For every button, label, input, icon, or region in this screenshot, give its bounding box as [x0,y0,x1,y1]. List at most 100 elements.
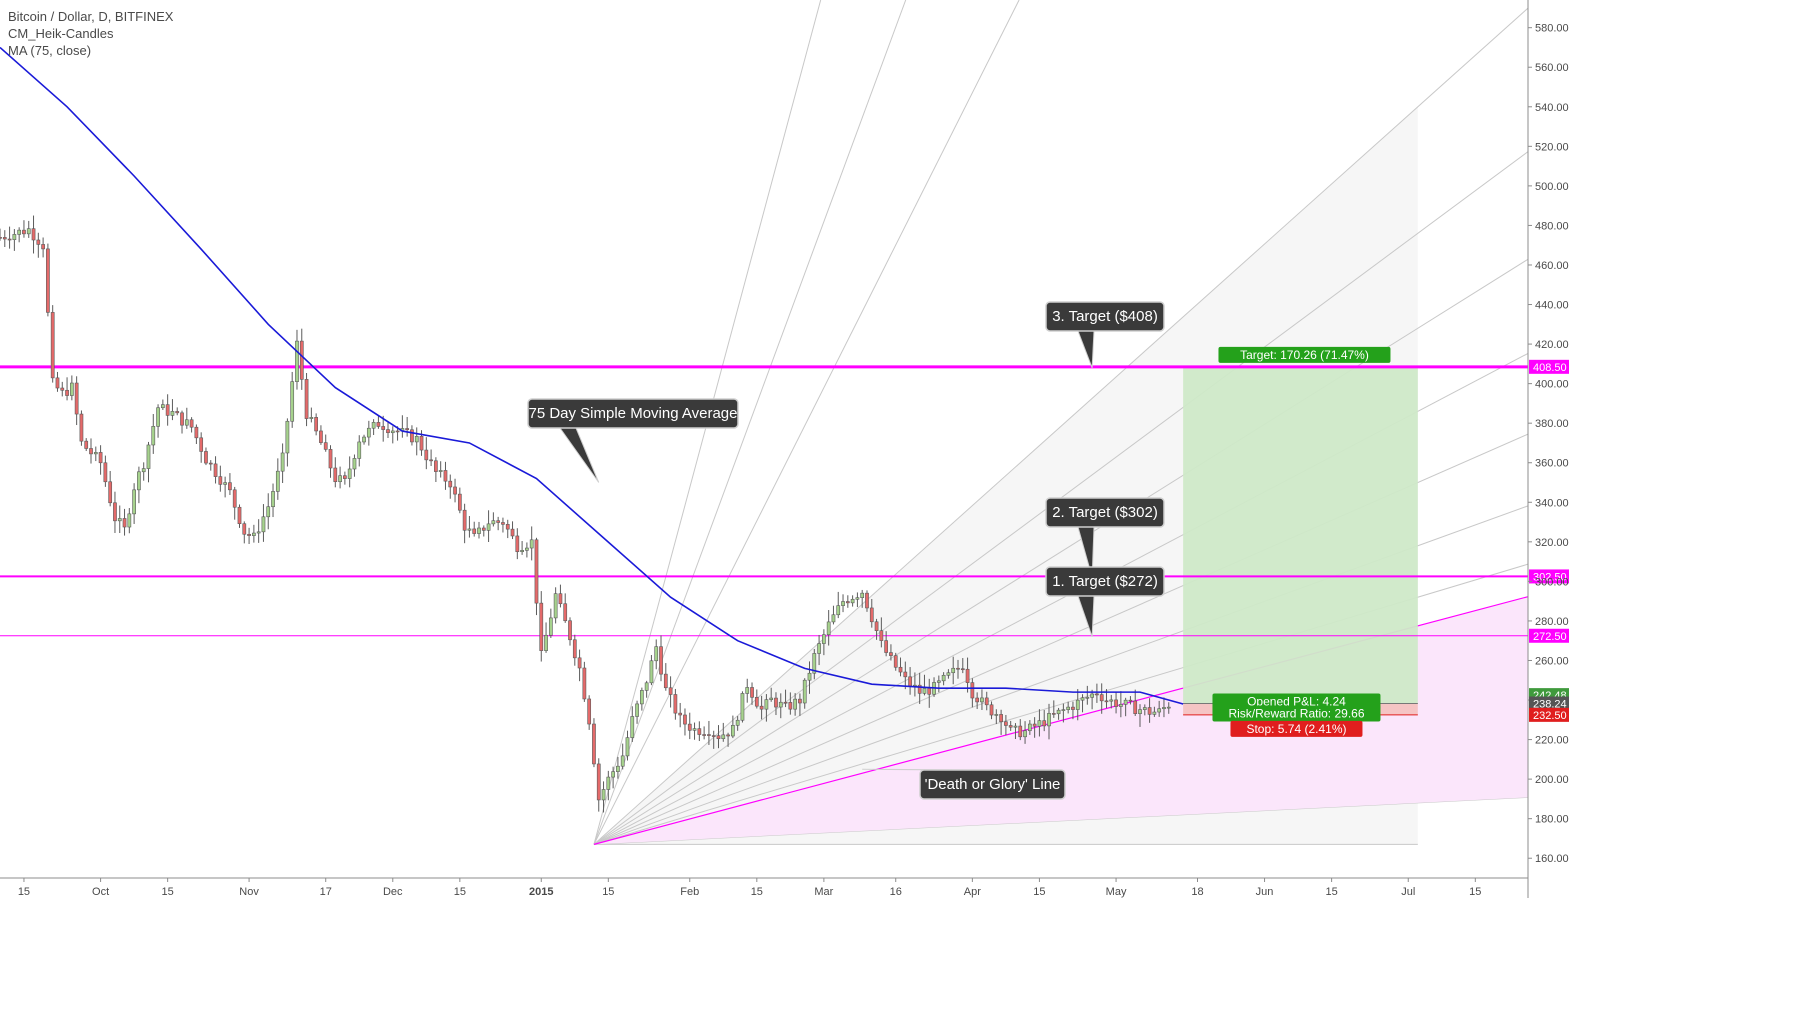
pnl-label: Opened P&L: 4.24 [1247,695,1346,709]
candle-body [946,672,951,676]
candle-body [1128,699,1133,702]
candle-body [826,621,831,636]
candle-body [184,419,189,426]
candle-body [31,228,36,241]
candle-body [1080,697,1085,701]
candle-body [362,436,366,443]
candle-body [1090,693,1094,698]
candle-body [491,520,496,525]
x-tick-label: May [1106,886,1127,898]
candle-body [180,412,184,426]
level-axis-tag [1529,569,1569,584]
x-tick-label: Oct [92,886,109,898]
candle-body [50,312,55,379]
callout-text: 2. Target ($302) [1052,504,1158,521]
candle-body [453,486,457,495]
candle-body [711,735,716,737]
candle-body [275,470,280,492]
candle-body [855,597,860,600]
candle-body [1133,700,1138,714]
candle-body [477,527,481,534]
callout[interactable]: 'Death or Glory' Line [862,768,1066,800]
callouts[interactable]: 3. Target ($408) 75 Day Simple Moving Ave… [527,301,1165,800]
x-tick-label: 15 [162,886,174,898]
x-tick-label: 16 [890,886,902,898]
y-tick-label: 400.00 [1535,379,1569,391]
candle-body [644,682,649,691]
y-tick-label: 320.00 [1535,537,1569,549]
candle-body [376,422,381,427]
candle-body [22,229,26,235]
candle-body [659,646,663,675]
callout-text: 3. Target ($408) [1052,308,1158,325]
target-zone[interactable] [1183,366,1418,704]
candle-body [778,701,783,708]
level-axis-label: 302.50 [1533,571,1567,583]
candle-body [721,734,726,740]
candle-body [347,468,352,479]
candle-body [1071,706,1075,710]
candle-body [79,413,84,442]
candle-body [414,436,419,443]
candle-body [616,765,620,772]
y-tick-label: 500.00 [1535,181,1569,193]
candle-body [740,693,745,721]
candle-body [817,643,821,654]
fan-line [593,0,1020,845]
candle-body [889,652,893,656]
candle-body [1166,706,1171,709]
y-tick-label: 200.00 [1535,774,1569,786]
candle-body [501,522,505,525]
stop-label-bg [1230,720,1363,737]
candle-body [84,440,89,449]
candle-body [328,449,333,469]
candle-body [266,506,271,518]
candle-body [390,430,395,434]
fan-line [593,7,1529,845]
moving-average [0,46,1184,705]
x-tick-label: 15 [1033,886,1045,898]
candle-body [1099,694,1104,702]
callout[interactable]: 1. Target ($272) [1045,566,1165,637]
candle-body [525,547,529,551]
ma-75-line [0,46,1184,705]
callout[interactable]: 3. Target ($408) [1045,301,1165,368]
candle-body [1047,713,1051,727]
candle-body [994,714,999,716]
x-tick-label: 2015 [529,886,553,898]
x-tick-label: 18 [1191,886,1203,898]
callout[interactable]: 75 Day Simple Moving Average [527,398,739,483]
candle-body [683,714,687,725]
candle-body [1118,704,1123,707]
y-tick-label: 560.00 [1535,62,1569,74]
candle-body [467,528,472,531]
candle-body [1157,708,1162,713]
candle-body [759,705,764,710]
candle-body [941,674,946,682]
candle-body [869,607,874,623]
fan-line [593,0,907,845]
callout[interactable]: 2. Target ($302) [1045,497,1165,578]
candle-body [845,601,850,604]
candle-body [113,502,117,522]
candle-body [93,452,98,455]
candle-body [161,404,165,409]
candle-body [352,458,357,470]
candle-body [563,603,568,622]
horizontal-levels[interactable]: 408.50 302.50 272.50 [0,359,1569,643]
chart-legend: Bitcoin / Dollar, D, BITFINEX CM_Heik-Ca… [8,8,173,59]
candle-body [299,340,304,380]
level-axis-label: 272.50 [1533,631,1567,643]
candle-body [860,592,865,598]
candle-body [472,528,477,534]
x-tick-label: Feb [680,886,699,898]
candle-body [271,491,275,508]
candle-body [1042,720,1047,727]
candle-body [611,771,615,778]
long-position-tool[interactable]: Target: 170.26 (71.47%) Opened P&L: 4.24R… [1183,346,1418,737]
candle-body [572,639,577,659]
candle-body [927,688,932,695]
candle-body [716,735,721,740]
